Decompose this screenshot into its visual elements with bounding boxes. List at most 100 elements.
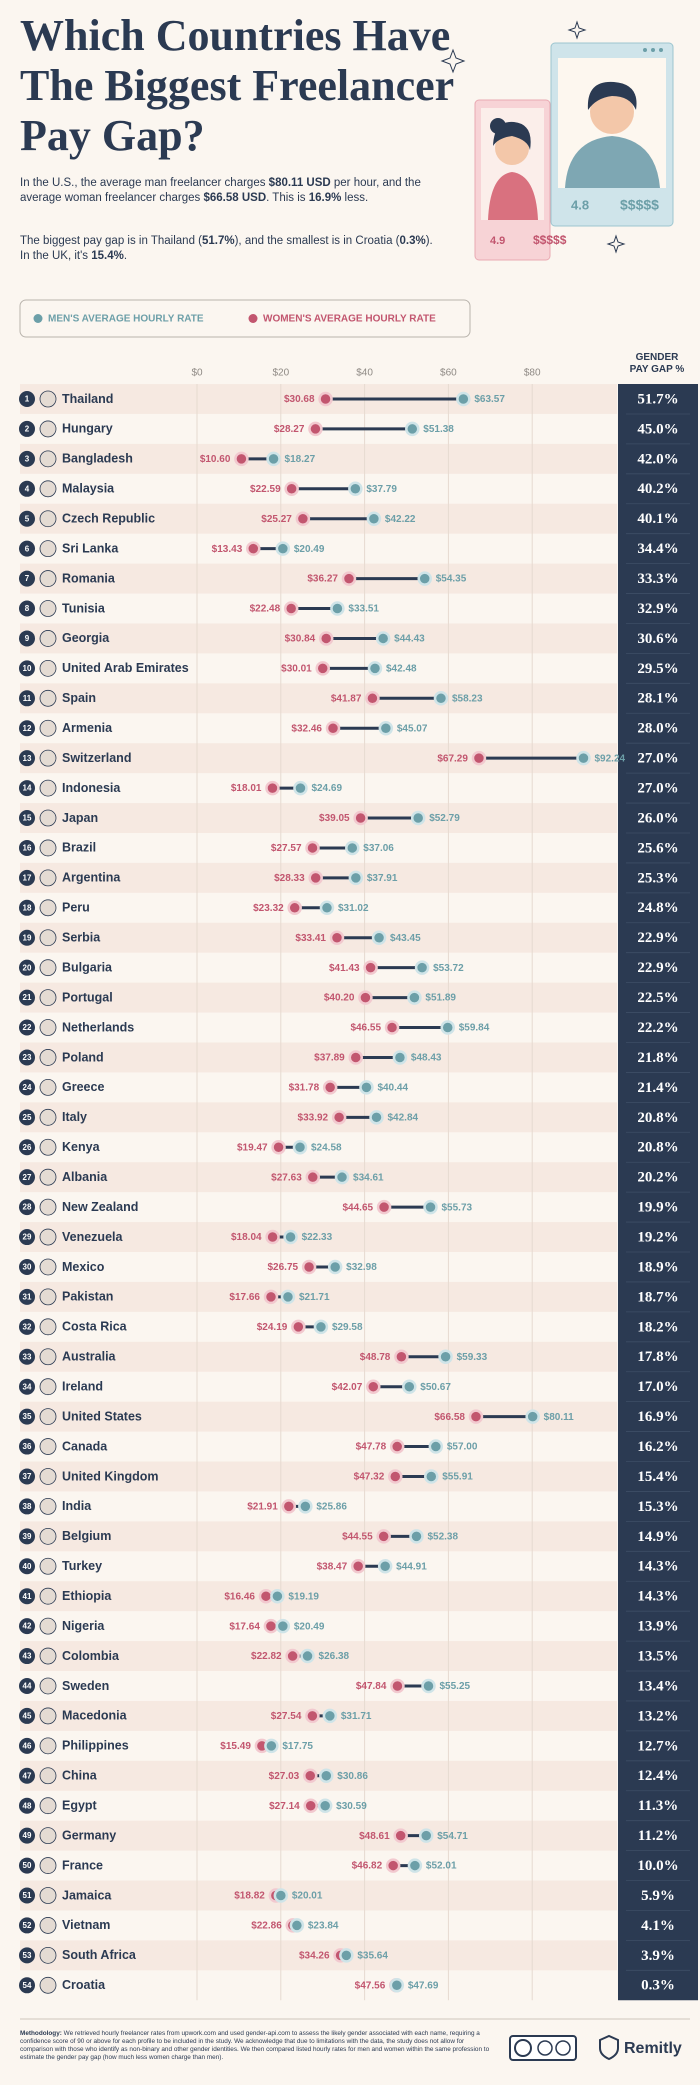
women-dot — [303, 1798, 318, 1813]
women-value-label: $21.91 — [247, 1502, 278, 1513]
country-label: Nigeria — [62, 1619, 105, 1633]
flag — [39, 1797, 57, 1815]
rank-label: 51 — [23, 1891, 32, 1900]
rank-label: 48 — [23, 1801, 32, 1810]
women-value-label: $33.41 — [295, 933, 326, 944]
country-label: United Arab Emirates — [62, 661, 189, 675]
rank-label: 3 — [25, 454, 30, 463]
gap-value: 16.9% — [637, 1409, 678, 1425]
women-value-label: $30.01 — [281, 664, 312, 675]
women-dot — [263, 1618, 279, 1634]
country-label: New Zealand — [62, 1200, 138, 1214]
window-dot — [651, 48, 655, 52]
rank-badge — [19, 391, 35, 407]
gap-value: 20.8% — [637, 1110, 678, 1126]
flag — [39, 959, 57, 977]
women-value-label: $27.54 — [271, 1711, 302, 1722]
rank-badge — [19, 600, 35, 617]
men-value-label: $33.51 — [348, 604, 379, 615]
men-dot — [428, 1439, 444, 1454]
women-dot — [471, 750, 487, 766]
intro-text: . — [123, 250, 128, 262]
men-value-label: $51.38 — [423, 424, 454, 435]
men-dot — [456, 391, 471, 407]
men-value-label: $23.84 — [308, 1921, 339, 1932]
rank-label: 6 — [25, 544, 30, 553]
rank-label: 42 — [23, 1622, 32, 1631]
country-label: Germany — [62, 1828, 116, 1842]
rank-label: 13 — [23, 754, 32, 763]
men-dot — [392, 1050, 408, 1065]
rank-label: 16 — [23, 844, 32, 853]
men-dot — [273, 1888, 289, 1903]
country-label: Hungary — [62, 422, 113, 436]
rank-label: 21 — [23, 993, 32, 1002]
men-value-label: $42.22 — [385, 514, 416, 525]
x-tick-label: $0 — [191, 368, 203, 379]
rank-badge — [19, 750, 35, 767]
rank-badge — [19, 839, 35, 856]
men-dot — [525, 1409, 540, 1424]
women-value-label: $17.64 — [229, 1621, 260, 1632]
women-dot — [308, 870, 323, 886]
flag — [39, 1378, 57, 1396]
flag — [39, 420, 57, 438]
women-value-label: $28.33 — [274, 873, 305, 884]
rank-badge — [19, 810, 35, 827]
women-dot — [353, 810, 368, 826]
rank-label: 43 — [23, 1652, 32, 1661]
women-dot — [263, 1289, 279, 1305]
men-value-label: $35.64 — [357, 1951, 388, 1962]
country-label: Australia — [62, 1350, 117, 1364]
legend-marker — [248, 314, 258, 323]
rank-badge — [19, 1079, 35, 1096]
rank-label: 11 — [23, 694, 32, 703]
man-head — [590, 90, 634, 134]
legend-box — [19, 299, 471, 338]
man-rating: 4.8 — [571, 197, 589, 212]
men-dot — [348, 870, 364, 886]
women-dot — [301, 1259, 317, 1275]
men-dot — [423, 1199, 438, 1215]
gap-value: 28.1% — [637, 691, 678, 707]
x-tick-label: $20 — [272, 368, 289, 379]
women-dot — [265, 780, 280, 796]
women-value-label: $22.82 — [251, 1651, 282, 1662]
brand-logo — [599, 2034, 619, 2061]
men-dot — [264, 1738, 279, 1754]
women-dot — [283, 601, 299, 616]
men-value-label: $63.57 — [474, 394, 505, 405]
men-dot — [275, 541, 291, 556]
rank-label: 19 — [23, 933, 32, 942]
rank-label: 40 — [23, 1562, 32, 1571]
men-value-label: $52.79 — [429, 813, 460, 824]
men-dot — [438, 1349, 453, 1365]
men-dot — [270, 1588, 285, 1604]
men-value-label: $30.59 — [336, 1801, 367, 1812]
gap-value: 19.9% — [637, 1200, 678, 1216]
intro-text: 16.9% — [308, 192, 342, 204]
flag — [39, 1198, 57, 1216]
license-icon — [514, 2039, 532, 2057]
rank-label: 8 — [25, 604, 30, 613]
gap-value: 29.5% — [637, 661, 678, 677]
women-value-label: $16.46 — [224, 1591, 255, 1602]
men-dot — [421, 1678, 436, 1694]
row-stripe — [20, 1341, 617, 1372]
women-value-label: $41.43 — [329, 963, 360, 974]
rank-badge — [19, 1558, 35, 1575]
rank-label: 28 — [23, 1203, 32, 1212]
men-value-label: $22.33 — [302, 1232, 333, 1243]
men-value-label: $19.19 — [288, 1591, 319, 1602]
rank-label: 31 — [23, 1293, 32, 1302]
men-dot — [319, 1768, 334, 1784]
rank-label: 17 — [23, 873, 32, 882]
country-label: Thailand — [62, 392, 113, 406]
women-value-label: $30.68 — [284, 394, 315, 405]
men-value-label: $53.72 — [433, 963, 464, 974]
country-label: Switzerland — [62, 751, 131, 765]
flag — [39, 1527, 57, 1545]
men-dot — [280, 1289, 296, 1305]
men-dot — [348, 481, 363, 497]
men-dot — [345, 840, 360, 856]
